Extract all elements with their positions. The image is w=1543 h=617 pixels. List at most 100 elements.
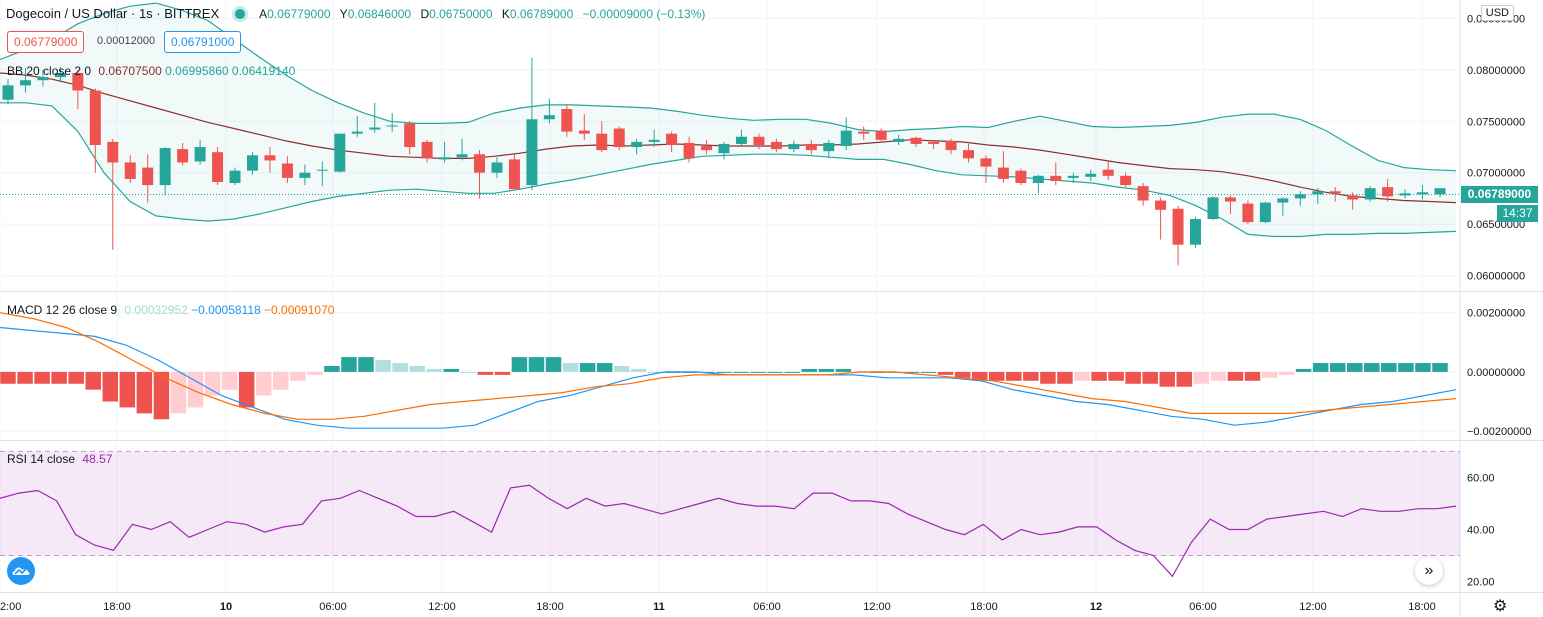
candle	[945, 138, 957, 155]
macd-hist-bar	[562, 363, 579, 372]
gear-icon[interactable]: ⚙	[1493, 598, 1508, 615]
candle	[928, 139, 940, 150]
macd-hist-bar	[477, 371, 494, 375]
candle	[770, 138, 782, 153]
sell-price-button[interactable]: 0.06779000	[7, 31, 85, 53]
candle-body	[1190, 219, 1202, 245]
macd-hist-bar	[358, 357, 374, 372]
macd-hist-bar	[1142, 371, 1158, 384]
macd-hist-bar	[971, 371, 988, 381]
candle-body	[561, 108, 573, 132]
macd-hist-bar	[238, 371, 255, 408]
candle	[37, 69, 49, 87]
candle	[456, 138, 468, 161]
tradingview-cloud-icon[interactable]	[7, 557, 35, 585]
ohlc-low: 0.06750000	[429, 6, 493, 21]
candle-body	[1172, 208, 1184, 245]
candle-body	[1032, 175, 1044, 184]
macd-legend[interactable]: MACD 12 26 close 9 0.00032952 −0.0005811…	[7, 303, 334, 317]
macd-hist-bar	[1227, 371, 1244, 381]
macd-hist-bar	[596, 363, 613, 372]
rsi-axis-label: 60.00	[1467, 472, 1495, 484]
candle	[631, 138, 643, 155]
candle	[159, 147, 171, 196]
candle-body	[246, 155, 258, 171]
candle	[2, 79, 14, 104]
macd-hist-bar	[1278, 371, 1295, 375]
candle-body	[1259, 202, 1271, 223]
macd-hist-bar	[801, 368, 817, 372]
candle-body	[893, 138, 905, 142]
candle	[561, 103, 573, 137]
candle-body	[72, 73, 84, 91]
candle	[334, 133, 346, 173]
bb-legend[interactable]: BB 20 close 2 0 0.06707500 0.06995860 0.…	[7, 64, 295, 78]
macd-hist-bar	[1006, 371, 1022, 381]
candle-body	[1294, 194, 1306, 199]
signal-line	[0, 312, 1457, 420]
macd-hist-bar	[767, 371, 783, 373]
rsi-label: RSI 14 close	[7, 452, 76, 466]
candle	[1417, 185, 1429, 200]
ohlc-key-open: A	[259, 6, 268, 21]
candle-body	[281, 163, 293, 178]
candle-body	[1050, 175, 1062, 181]
candle	[194, 139, 206, 165]
candle	[1172, 205, 1184, 266]
macd-hist-bar	[1159, 371, 1175, 387]
macd-hist-bar	[579, 363, 596, 372]
bb-upper-line	[0, 2, 1457, 172]
macd-hist-bar	[494, 371, 511, 375]
candle-body	[788, 143, 800, 150]
candle-body	[735, 136, 747, 144]
candle	[421, 139, 433, 163]
macd-hist-bar	[954, 371, 971, 378]
macd-hist-bar	[460, 371, 477, 373]
macd-hist-bar	[221, 371, 238, 390]
candle-body	[770, 141, 782, 150]
candle-body	[1207, 197, 1219, 220]
candle	[281, 156, 293, 184]
macd-hist-bar	[1057, 371, 1073, 384]
time-axis-label: 12	[1090, 601, 1102, 613]
price-axis-label: 0.07000000	[1467, 168, 1525, 180]
candle-body	[124, 162, 136, 179]
candle-body	[439, 157, 451, 160]
candle-body	[1434, 188, 1446, 195]
candle	[72, 69, 84, 109]
symbol-title[interactable]: Dogecoin / US Dollar · 1s · BITTREX	[6, 6, 220, 21]
candle-body	[142, 167, 154, 186]
bb-upper-value: 0.06995860	[165, 64, 229, 78]
double-chevron-right-icon[interactable]: »	[1415, 557, 1443, 585]
macd-hist-bar	[1295, 368, 1312, 372]
macd-hist-bar	[341, 357, 357, 372]
macd-hist-value: 0.00032952	[124, 303, 188, 317]
time-axis-label: 12:00	[863, 601, 891, 613]
candle-body	[526, 119, 538, 186]
candle	[89, 88, 101, 173]
candle-body	[578, 130, 590, 134]
buy-price-button[interactable]: 0.06791000	[164, 31, 242, 53]
macd-hist-bar	[1364, 363, 1380, 372]
candle	[1032, 174, 1044, 194]
currency-button[interactable]: USD	[1480, 5, 1514, 21]
candle-body	[1102, 169, 1114, 176]
candle-body	[1015, 170, 1027, 184]
candle	[788, 140, 800, 153]
candle	[474, 150, 486, 199]
macd-hist-bar	[1312, 363, 1329, 372]
time-axis-label: 10	[220, 601, 232, 613]
price-axis-label: 0.08000000	[1467, 65, 1525, 77]
macd-hist-bar	[392, 363, 408, 372]
candle-body	[648, 139, 660, 142]
rsi-legend[interactable]: RSI 14 close 48.57	[7, 452, 112, 466]
candle	[875, 128, 887, 141]
candle	[1434, 188, 1446, 198]
candle	[1067, 172, 1079, 184]
macd-hist-bar	[409, 366, 425, 372]
candle	[543, 98, 555, 124]
time-axis-label: 12:00	[428, 601, 456, 613]
candle-body	[421, 141, 433, 159]
time-axis-label: 18:00	[103, 601, 131, 613]
